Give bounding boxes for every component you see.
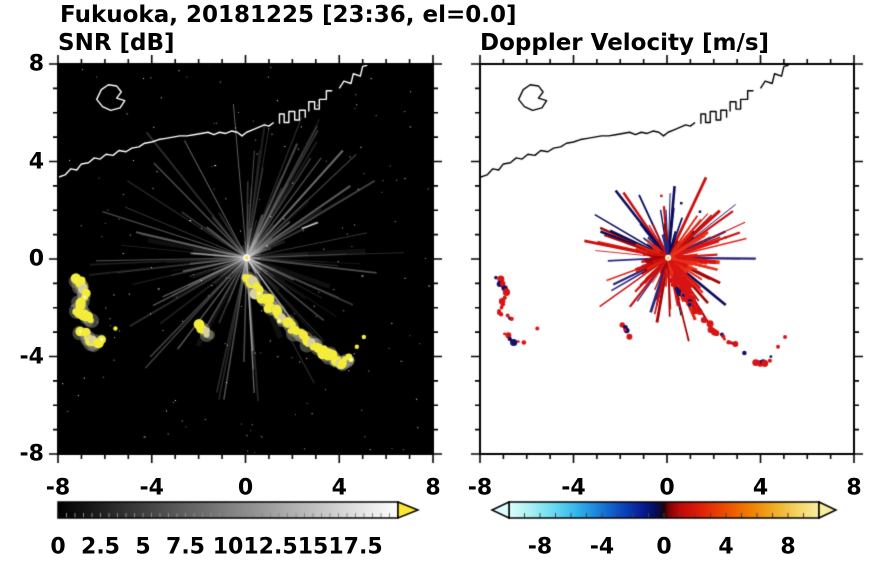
x-axis-tick-label: -8 xyxy=(467,475,493,501)
doppler-colorbar-tick-label: -4 xyxy=(589,534,615,560)
snr-colorbar-tick-label: 7.5 xyxy=(166,534,205,560)
doppler-colorbar xyxy=(490,500,842,522)
x-axis-tick-label: 0 xyxy=(659,475,675,501)
snr-colorbar-tick-label: 0 xyxy=(50,534,66,560)
x-axis-tick-label: -8 xyxy=(45,475,71,501)
doppler-colorbar-tick-label: -8 xyxy=(527,534,553,560)
x-axis-tick-label: -4 xyxy=(561,475,586,501)
doppler-plot-canvas xyxy=(468,52,866,466)
figure-title: Fukuoka, 20181225 [23:36, el=0.0] xyxy=(60,2,517,28)
x-axis-tick-label: 0 xyxy=(237,475,254,501)
snr-panel-title: SNR [dB] xyxy=(58,30,175,56)
doppler-panel-title: Doppler Velocity [m/s] xyxy=(480,30,770,56)
x-axis-tick-label: 4 xyxy=(331,475,347,501)
y-axis-tick-label: 8 xyxy=(28,51,44,77)
x-axis-tick-label: 4 xyxy=(752,475,769,501)
snr-colorbar-tick-label: 17.5 xyxy=(328,534,383,560)
x-axis-tick-label: 8 xyxy=(425,475,441,501)
doppler-colorbar-tick-label: 8 xyxy=(780,534,796,560)
y-axis-tick-label: 4 xyxy=(28,149,44,174)
doppler-colorbar-tick-label: 0 xyxy=(656,534,672,560)
snr-colorbar-tick-label: 15 xyxy=(297,534,329,560)
x-axis-tick-label: 8 xyxy=(846,475,862,501)
snr-colorbar-tick-label: 2.5 xyxy=(81,534,120,560)
doppler-colorbar-tick-label: 4 xyxy=(718,534,734,560)
snr-colorbar-tick-label: 12.5 xyxy=(243,534,298,560)
snr-colorbar xyxy=(56,500,422,522)
x-axis-tick-label: -4 xyxy=(139,475,164,501)
snr-colorbar-tick-label: 5 xyxy=(135,534,151,560)
snr-plot-canvas xyxy=(46,52,445,466)
y-axis-tick-label: -8 xyxy=(19,441,44,467)
snr-colorbar-tick-label: 10 xyxy=(212,534,244,560)
y-axis-tick-label: -4 xyxy=(19,344,44,369)
y-axis-tick-label: 0 xyxy=(28,246,44,272)
